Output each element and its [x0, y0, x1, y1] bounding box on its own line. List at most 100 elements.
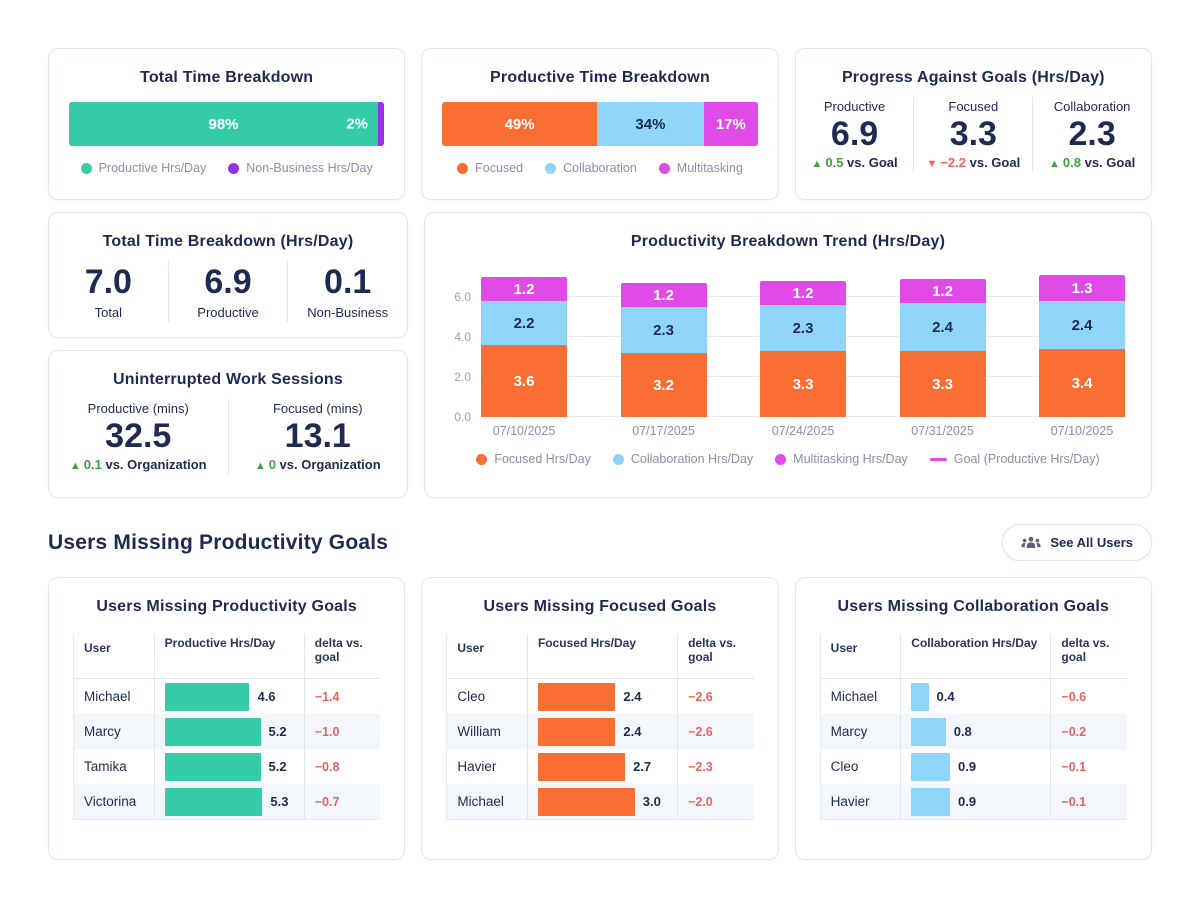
metric-value: 3.3	[949, 115, 997, 153]
user-name-cell: Havier	[830, 794, 870, 809]
value-bar-cell: 4.6	[153, 679, 304, 714]
metric-label: Focused	[948, 99, 999, 114]
value-bar	[537, 787, 635, 816]
middle-row: Total Time Breakdown (Hrs/Day) 7.0 Total 6…	[48, 212, 1152, 498]
segment-percent-label: 98%	[208, 115, 239, 133]
x-axis-tick-label: 07/10/2025	[1050, 424, 1114, 438]
metric-value: 2.3	[1068, 115, 1116, 153]
users-group-icon	[1021, 536, 1041, 550]
metric-collaboration: Collaboration 2.3 ▲ 0.8 vs. Goal	[1032, 97, 1151, 173]
trend-bar: 1.3 2.4 3.4	[1039, 275, 1125, 417]
delta-cell: −2.6	[677, 714, 754, 749]
legend-item: Collaboration Hrs/Day	[612, 452, 754, 466]
metric-delta-suffix: vs. Goal	[966, 155, 1021, 171]
legend-dot-icon	[612, 453, 624, 465]
metric-delta-value: −2.2	[940, 155, 966, 171]
table-row: Michael 4.6 −1.4	[74, 679, 380, 714]
trend-bar-segment-multitasking-hrs-day: 1.2	[620, 283, 707, 307]
column-header: delta vs. goal	[303, 634, 381, 678]
legend-dot-icon	[228, 162, 240, 174]
total-time-legend: Productive Hrs/Day Non-Business Hrs/Day	[49, 161, 404, 175]
metric-label: Productive	[823, 99, 886, 114]
legend-label: Collaboration Hrs/Day	[630, 452, 754, 466]
metric-focused-mins-: Focused (mins) 13.1 ▲ 0 vs. Organization	[227, 399, 408, 475]
users-productivity-table: User Productive Hrs/Day delta vs. goal Mich…	[73, 634, 381, 820]
delta-cell: −0.2	[1050, 714, 1127, 749]
value-bar	[911, 682, 929, 711]
goal-line-icon	[929, 457, 947, 461]
card-productivity-breakdown-trend: Productivity Breakdown Trend (Hrs/Day) 0…	[424, 212, 1152, 498]
trend-bar-segment-focused-hrs-day: 3.4	[1039, 349, 1125, 417]
value-bar-cell: 5.2	[153, 749, 304, 784]
table-row: Michael 0.4 −0.6	[821, 679, 1127, 714]
value-bar	[911, 717, 946, 746]
legend-label: Collaboration	[563, 161, 637, 175]
table-header-row: User Productive Hrs/Day delta vs. goal	[74, 634, 381, 679]
value-label: 2.4	[623, 724, 642, 739]
legend-dot-icon	[545, 162, 557, 174]
metric-value: 7.0	[84, 263, 132, 301]
metric-productive: Productive 6.9 ▲ 0.5 vs. Goal	[796, 97, 914, 172]
value-label: 2.4	[623, 689, 642, 704]
table-row: William 2.4 −2.6	[447, 714, 754, 749]
metric-delta-suffix: vs. Goal	[1080, 155, 1136, 171]
trend-bar-segment-collaboration-hrs-day: 2.4	[1039, 301, 1125, 349]
user-name-cell: Havier	[457, 759, 497, 774]
delta-cell: −2.3	[677, 749, 754, 784]
metric-value: 6.9	[204, 263, 252, 301]
legend-label: Productive Hrs/Day	[98, 161, 207, 175]
trend-bar-segment-focused-hrs-day: 3.3	[899, 351, 986, 417]
see-all-users-label: See All Users	[1050, 535, 1133, 550]
x-axis-tick-label: 07/31/2025	[911, 424, 974, 438]
trend-bar-segment-multitasking-hrs-day: 1.2	[899, 279, 986, 303]
delta-cell: −1.4	[303, 679, 381, 714]
card-title: Total Time Breakdown (Hrs/Day)	[102, 233, 354, 250]
card-title: Productivity Breakdown Trend (Hrs/Day)	[630, 233, 946, 250]
legend-item: Productive Hrs/Day	[80, 161, 207, 175]
table-body: Cleo 2.4 −2.6 William 2.4 −2.6 Havier 2.7 −2.3 Mi…	[447, 679, 754, 820]
table-row: Havier 0.9 −0.1	[820, 784, 1127, 820]
card-total-time-hrs-day: Total Time Breakdown (Hrs/Day) 7.0 Total 6…	[48, 212, 408, 338]
value-bar	[164, 717, 261, 746]
triangle-up-icon: ▲	[1049, 158, 1060, 171]
segment-percent-label: 34%	[635, 115, 666, 133]
x-axis-tick-label: 07/10/2025	[492, 424, 556, 438]
user-tables-row: Users Missing Productivity Goals User Pro…	[48, 577, 1152, 860]
legend-dot-icon	[476, 453, 488, 465]
legend-label: Goal (Productive Hrs/Day)	[953, 452, 1100, 466]
value-label: 5.3	[270, 794, 289, 809]
metric-delta-suffix: vs. Organization	[275, 457, 381, 473]
card-uninterrupted-work-sessions: Uninterrupted Work Sessions Productive (…	[48, 350, 408, 498]
legend-dot-icon	[80, 162, 92, 174]
table-header-row: User Focused Hrs/Day delta vs. goal	[447, 634, 754, 679]
table-body: Michael 0.4 −0.6 Marcy 0.8 −0.2 Cleo 0.9 −0.1 Hav…	[820, 679, 1127, 820]
metric-delta: ▲ 0.5 vs. Goal	[802, 155, 908, 170]
segment-percent-label: 49%	[504, 115, 535, 133]
card-users-missing-focused-goals: Users Missing Focused Goals User Focused …	[421, 577, 779, 860]
card-progress-against-goals: Progress Against Goals (Hrs/Day) Product…	[794, 48, 1152, 200]
user-name-cell: Michael	[84, 689, 131, 704]
legend-dot-icon	[658, 162, 670, 174]
bar-segment-collaboration: 34%	[596, 102, 705, 146]
metric-focused: Focused 3.3 ▼ −2.2 vs. Goal	[913, 97, 1032, 173]
segment-percent-label: 2%	[346, 115, 369, 133]
table-body: Michael 4.6 −1.4 Marcy 5.2 −1.0 Tamika 5.2 −0.8 V…	[74, 679, 381, 820]
card-title: Users Missing Focused Goals	[483, 598, 717, 615]
legend-dot-icon	[775, 453, 787, 465]
metric-non-business: 0.1 Non-Business	[287, 261, 407, 323]
user-name-cell: Cleo	[830, 759, 859, 774]
middle-left-column: Total Time Breakdown (Hrs/Day) 7.0 Total 6…	[48, 212, 408, 498]
user-name-cell: Tamika	[84, 759, 127, 774]
triangle-down-icon: ▼	[926, 158, 938, 171]
y-axis-tick-label: 4.0	[454, 330, 471, 344]
value-bar	[537, 717, 616, 746]
see-all-users-button[interactable]: See All Users	[1002, 524, 1152, 561]
legend-item: Collaboration	[545, 161, 637, 175]
card-title: Total Time Breakdown	[140, 69, 314, 86]
table-row: Marcy 0.8 −0.2	[820, 714, 1127, 749]
user-name-cell: Michael	[457, 794, 504, 809]
x-axis-tick-label: 07/17/2025	[632, 424, 695, 438]
column-header: Focused Hrs/Day	[526, 634, 677, 678]
column-header: User	[830, 640, 858, 655]
goals-metrics: Productive 6.9 ▲ 0.5 vs. Goal Focused 3.3 ▼ −2.…	[796, 97, 1151, 173]
